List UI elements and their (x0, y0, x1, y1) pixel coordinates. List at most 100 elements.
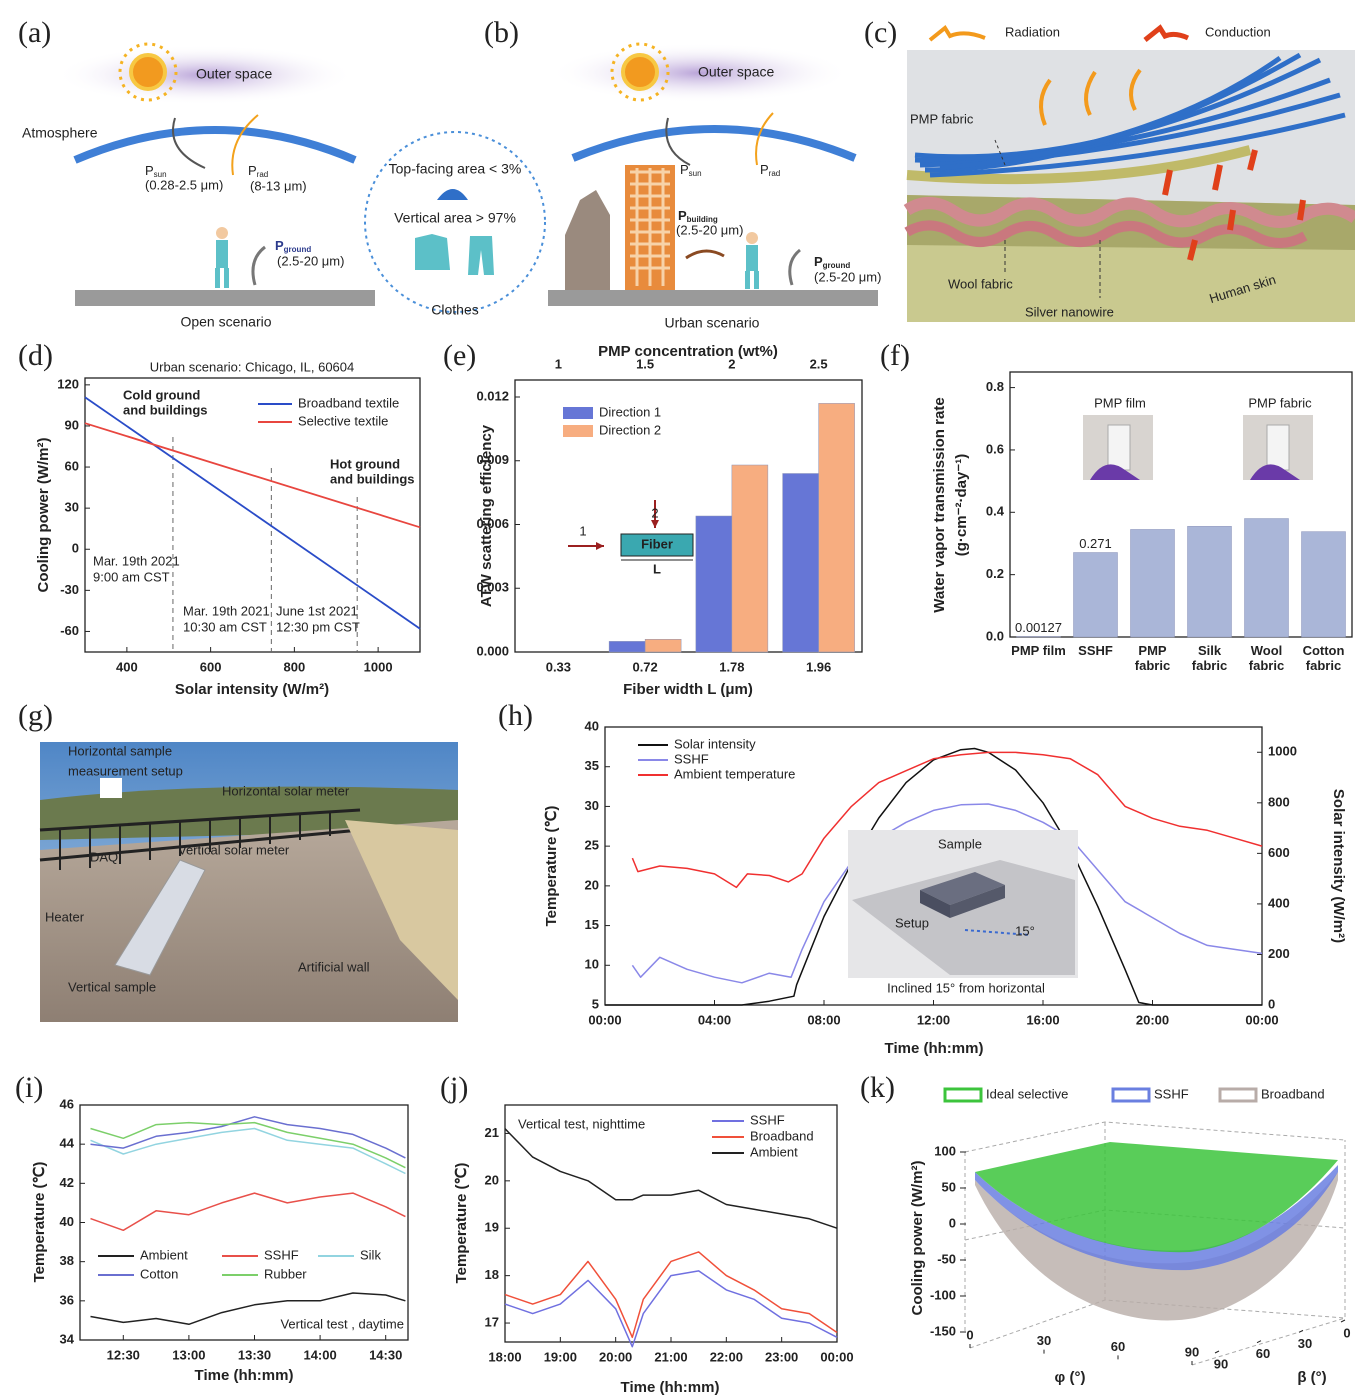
axis-label: Temperature (℃) (453, 1163, 470, 1284)
p-label: Prad (248, 163, 268, 179)
tick-label: 40 (585, 718, 599, 733)
panel-label: (c) (864, 16, 897, 49)
label: Heater (45, 909, 85, 924)
tick-label: 20:00 (1136, 1012, 1169, 1027)
tick-label: 20 (485, 1172, 499, 1187)
p-label: Pground (275, 238, 311, 254)
panel-label: (h) (498, 699, 533, 732)
tick-mark (1215, 1351, 1219, 1353)
tick-label: 40 (60, 1214, 74, 1229)
axis-label: Solar intensity (W/m²) (175, 681, 329, 698)
legend-label: SSHF (674, 751, 709, 766)
tick-label: 13:30 (238, 1347, 271, 1362)
tick-label: 25 (585, 838, 599, 853)
legend-arrow (930, 28, 985, 40)
tick-label: 23:00 (765, 1349, 798, 1364)
p-label: Prad (760, 162, 780, 178)
symbol: P (814, 254, 823, 269)
symbol: P (678, 208, 687, 223)
axis-label: ATW scattering efficiency (478, 424, 495, 607)
bar (783, 474, 819, 653)
atmosphere (573, 129, 855, 158)
panel-label: (a) (18, 16, 51, 49)
label: Wool fabric (948, 276, 1013, 291)
annotation: PMP film (1094, 395, 1146, 410)
tick-label: 13:00 (172, 1347, 205, 1362)
fiber-inset (568, 500, 693, 560)
label: DAQ (90, 849, 118, 864)
tick-label: 600 (1268, 845, 1290, 860)
tick-label: 10 (585, 957, 599, 972)
tick-label: 0 (966, 1327, 973, 1342)
annotation: 10:30 am CST (183, 619, 267, 634)
legend-swatch (1113, 1089, 1149, 1101)
tick-label: 19:00 (544, 1349, 577, 1364)
legend-label: Ambient (140, 1247, 188, 1262)
arrow (173, 118, 205, 168)
tick-label: 60 (1111, 1339, 1125, 1354)
annotation: Setup (895, 915, 929, 930)
tick-label: 100 (934, 1143, 956, 1158)
tick-label: 1000 (364, 659, 393, 674)
tick-label: 30 (585, 798, 599, 813)
label: PMP fabric (910, 111, 974, 126)
annotation: 9:00 am CST (93, 569, 170, 584)
label: measurement setup (68, 763, 183, 778)
x-tick-label: PMP fabric (1122, 643, 1184, 673)
label: (2.5-20 μm) (277, 253, 344, 268)
bar (1302, 532, 1346, 637)
label: (0.28-2.5 μm) (145, 177, 223, 192)
axis-label: Cooling power (W/m²) (909, 1161, 926, 1316)
annotation: Hot ground (330, 456, 400, 471)
axis-label: β (°) (1297, 1369, 1326, 1386)
value-label: 0.271 (1079, 536, 1112, 551)
shirt (415, 234, 450, 270)
arrowhead (651, 520, 659, 528)
label: Outer space (698, 64, 774, 80)
tick-label: 12:00 (917, 1012, 950, 1027)
annotation: PMP fabric (1248, 395, 1312, 410)
arrowhead (596, 542, 604, 550)
tick-label: 400 (116, 659, 138, 674)
trousers (468, 236, 494, 275)
x-tick-label: Silk fabric (1179, 643, 1241, 673)
panel-g: (g) Horizontal sample measurement setup … (18, 699, 458, 1022)
setup-inset (848, 830, 1078, 978)
tick-label: -150 (930, 1323, 956, 1338)
tick-label: -100 (930, 1287, 956, 1302)
sun (131, 55, 165, 89)
tick-mark (1257, 1341, 1261, 1343)
panel-b: (b) Outer space Psun Prad Pbuilding (2.5… (484, 16, 881, 331)
cap (437, 189, 474, 200)
tick-label: 38 (60, 1253, 74, 1268)
panel-label: (e) (443, 339, 476, 372)
panel-label: (d) (18, 339, 53, 372)
person (215, 227, 229, 288)
annotation: 1 (579, 523, 586, 538)
symbol: P (275, 238, 284, 253)
plot-frame (80, 1105, 408, 1340)
label: Vertical sample (68, 979, 156, 994)
arrow (686, 251, 724, 258)
tick-label: 0 (1343, 1325, 1350, 1340)
legend-swatch (563, 407, 593, 419)
legend-label: Broadband textile (298, 395, 399, 410)
tick-label: 0 (949, 1215, 956, 1230)
vial (1108, 425, 1130, 470)
building (565, 190, 610, 290)
windows (630, 168, 670, 286)
panel-c: (c) Radiation Conduction PMP fabric Wool… (864, 16, 1355, 322)
legend-label: SSHF (1154, 1086, 1189, 1101)
legend-label: Solar intensity (674, 736, 756, 751)
annotation: 15° (1015, 923, 1035, 938)
tick-label: 0.6 (986, 441, 1004, 456)
tick-label: 60 (1256, 1346, 1270, 1361)
axis-label: Time (hh:mm) (195, 1367, 294, 1384)
caption: Clothes (431, 302, 478, 318)
bar (1074, 553, 1118, 637)
label: (2.5-20 μm) (814, 269, 881, 284)
symbol: P (680, 162, 689, 177)
tick-label: 20:00 (599, 1349, 632, 1364)
bar (1245, 519, 1289, 637)
legend-label: Ambient temperature (674, 766, 795, 781)
